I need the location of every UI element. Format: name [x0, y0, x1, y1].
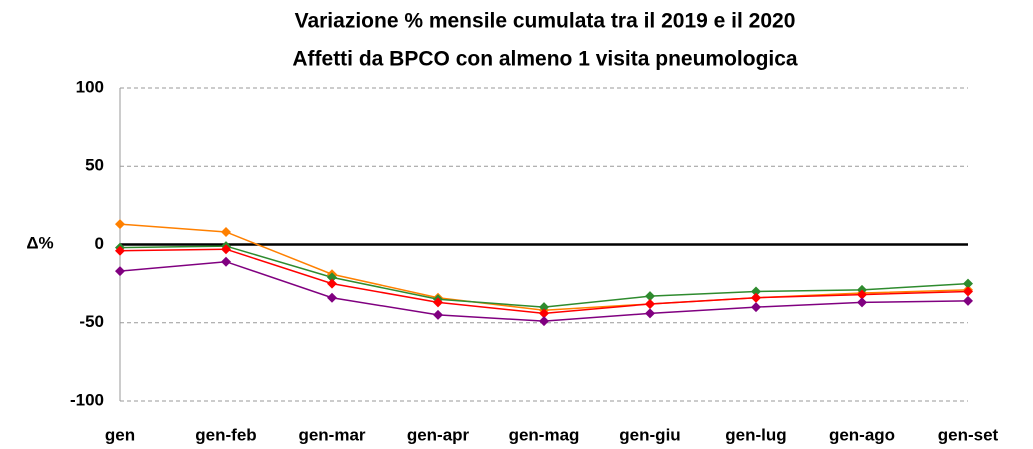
data-point: [115, 266, 125, 277]
x-tick-label: gen-apr: [407, 425, 470, 444]
x-tick-label: gen-feb: [195, 425, 256, 444]
x-tick-label: gen-mag: [509, 425, 580, 444]
data-point: [857, 297, 867, 308]
data-point: [751, 286, 761, 297]
x-tick-label: gen-mar: [298, 425, 365, 444]
data-point: [645, 308, 655, 319]
data-point: [115, 245, 125, 256]
data-point: [645, 298, 655, 309]
series-line: [119, 245, 969, 308]
data-point: [115, 219, 125, 230]
data-point: [539, 308, 549, 319]
y-tick-label: 50: [85, 156, 104, 175]
x-tick-label: gen-ago: [829, 425, 895, 444]
data-point: [539, 302, 549, 313]
data-point: [433, 309, 443, 320]
y-tick-label: 0: [95, 234, 104, 253]
data-point: [221, 226, 231, 237]
x-tick-label: gen: [105, 425, 135, 444]
data-point: [751, 292, 761, 303]
data-point: [539, 316, 549, 327]
data-point: [963, 278, 973, 289]
data-point: [963, 286, 973, 297]
x-tick-label: gen-set: [938, 425, 999, 444]
y-axis-label: Δ%: [26, 233, 53, 252]
data-point: [645, 291, 655, 302]
data-point: [751, 302, 761, 313]
x-tick-label: gen-giu: [619, 425, 680, 444]
data-point: [327, 278, 337, 289]
data-point: [221, 256, 231, 267]
chart-title: Variazione % mensile cumulata tra il 201…: [295, 10, 796, 33]
series-line: [119, 223, 969, 311]
data-point: [963, 295, 973, 306]
y-tick-label: 100: [76, 77, 104, 96]
y-tick-label: -50: [79, 312, 104, 331]
data-point: [327, 292, 337, 303]
data-point: [433, 297, 443, 308]
data-point: [857, 289, 867, 300]
x-tick-label: gen-lug: [725, 425, 786, 444]
y-tick-label: -100: [70, 390, 104, 409]
chart-subtitle: Affetti da BPCO con almeno 1 visita pneu…: [292, 48, 798, 71]
data-point: [327, 272, 337, 283]
data-point: [221, 244, 231, 255]
